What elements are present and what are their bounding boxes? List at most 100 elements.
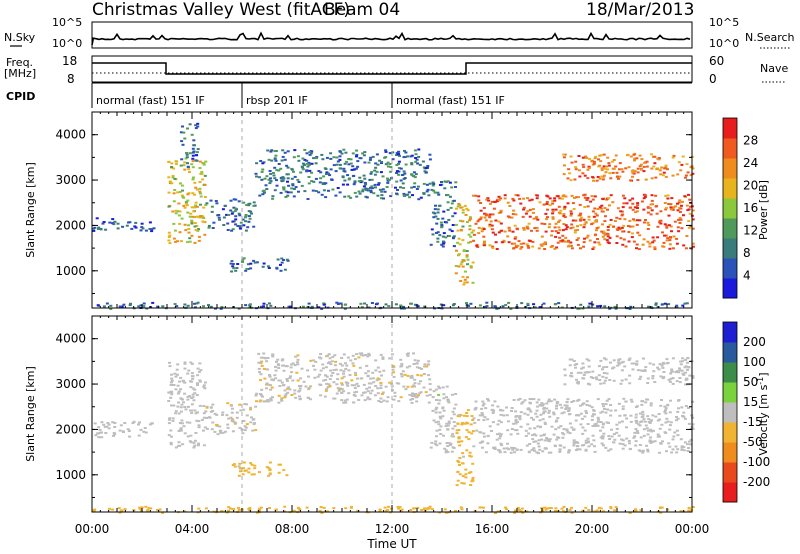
power-echo-cell (186, 304, 190, 307)
power-echo-cell (96, 227, 100, 230)
velocity-echo-cell (575, 378, 578, 381)
power-echo-cell (388, 152, 392, 155)
power-echo-cell (635, 243, 639, 246)
power-echo-cell (483, 240, 486, 243)
velocity-echo-cell (516, 432, 520, 435)
velocity-echo-cell (313, 368, 317, 371)
power-echo-cell (258, 194, 262, 197)
power-echo-cell (221, 208, 225, 211)
power-echo-cell (187, 168, 191, 171)
velocity-echo-cell (97, 436, 101, 439)
velocity-echo-cell (686, 368, 689, 371)
power-echo-cell (576, 229, 579, 231)
velocity-echo-cell (402, 385, 406, 388)
velocity-echo-cell (372, 381, 376, 384)
velocity-echo-cell (493, 400, 497, 403)
velocity-echo-cell (199, 369, 203, 372)
power-colorbar-tick-label: 4 (743, 269, 751, 283)
power-echo-cell (201, 220, 205, 223)
velocity-echo-cell (363, 391, 367, 394)
power-echo-cell (310, 305, 314, 308)
power-echo-cell (612, 159, 616, 161)
power-echo-cell (283, 268, 287, 271)
velocity-echo-cell (438, 387, 442, 390)
power-echo-cell (456, 205, 460, 208)
power-echo-cell (279, 167, 283, 170)
velocity-echo-cell (282, 364, 286, 367)
power-echo-cell (561, 239, 565, 242)
power-echo-cell (601, 235, 605, 238)
velocity-echo-cell (202, 384, 206, 387)
power-echo-cell (522, 197, 526, 200)
power-echo-cell (687, 220, 691, 223)
velocity-echo-cell (292, 509, 296, 512)
power-echo-cell (482, 242, 486, 245)
power-echo-cell (291, 184, 295, 187)
power-echo-cell (633, 219, 637, 222)
velocity-echo-cell (193, 409, 197, 412)
velocity-echo-cell (687, 506, 691, 509)
velocity-echo-cell (437, 393, 441, 396)
velocity-echo-cell (568, 509, 572, 511)
power-echo-cell (361, 190, 365, 193)
velocity-echo-cell (465, 415, 469, 418)
power-echo-cell (650, 177, 654, 180)
power-echo-cell (116, 222, 120, 225)
power-echo-cell (680, 163, 684, 166)
velocity-echo-cell (419, 374, 423, 377)
velocity-echo-cell (528, 408, 532, 411)
velocity-echo-cell (245, 403, 248, 406)
power-echo-cell (640, 168, 644, 171)
power-echo-cell (642, 208, 646, 211)
power-echo-cell (617, 168, 621, 171)
velocity-echo-cell (544, 508, 548, 511)
power-echo-cell (226, 222, 230, 225)
power-echo-cell (379, 171, 383, 174)
velocity-echo-cell (148, 423, 152, 426)
power-echo-cell (540, 222, 544, 225)
power-echo-cell (438, 234, 442, 237)
velocity-echo-cell (541, 509, 545, 512)
velocity-echo-cell (118, 511, 122, 514)
power-echo-cell (469, 240, 473, 243)
power-echo-cell (628, 308, 632, 310)
velocity-echo-cell (221, 413, 224, 416)
power-echo-cell (648, 242, 652, 245)
power-echo-cell (285, 258, 289, 261)
power-echo-cell (602, 174, 606, 177)
velocity-echo-cell (579, 412, 583, 415)
velocity-echo-cell (603, 407, 606, 410)
velocity-echo-cell (188, 421, 192, 424)
velocity-echo-cell (282, 469, 286, 472)
power-echo-cell (665, 224, 669, 227)
power-echo-cell (406, 155, 410, 158)
power-echo-cell (680, 227, 684, 230)
velocity-echo-cell (659, 404, 663, 407)
velocity-echo-cell (582, 377, 586, 380)
velocity-echo-cell (113, 433, 117, 436)
velocity-echo-cell (472, 445, 476, 448)
power-echo-cell (562, 173, 566, 176)
power-echo-cell (439, 184, 442, 186)
velocity-echo-cell (684, 405, 688, 407)
power-echo-cell (275, 169, 279, 172)
velocity-echo-cell (174, 446, 178, 449)
power-echo-cell (399, 167, 403, 170)
power-echo-cell (685, 302, 689, 305)
velocity-echo-cell (251, 429, 255, 432)
power-echo-cell (553, 226, 557, 229)
velocity-echo-cell (610, 428, 614, 431)
velocity-echo-cell (369, 377, 373, 380)
power-echo-cell (305, 170, 309, 173)
velocity-echo-cell (435, 399, 438, 401)
velocity-echo-cell (406, 354, 410, 357)
power-echo-cell (622, 202, 626, 205)
power-echo-cell (180, 140, 184, 143)
velocity-echo-cell (415, 362, 419, 365)
velocity-echo-cell (493, 448, 497, 450)
velocity-echo-cell (324, 378, 328, 381)
power-echo-cell (338, 155, 342, 158)
power-echo-cell (370, 187, 374, 190)
power-echo-cell (234, 207, 238, 210)
velocity-echo-cell (258, 509, 261, 511)
